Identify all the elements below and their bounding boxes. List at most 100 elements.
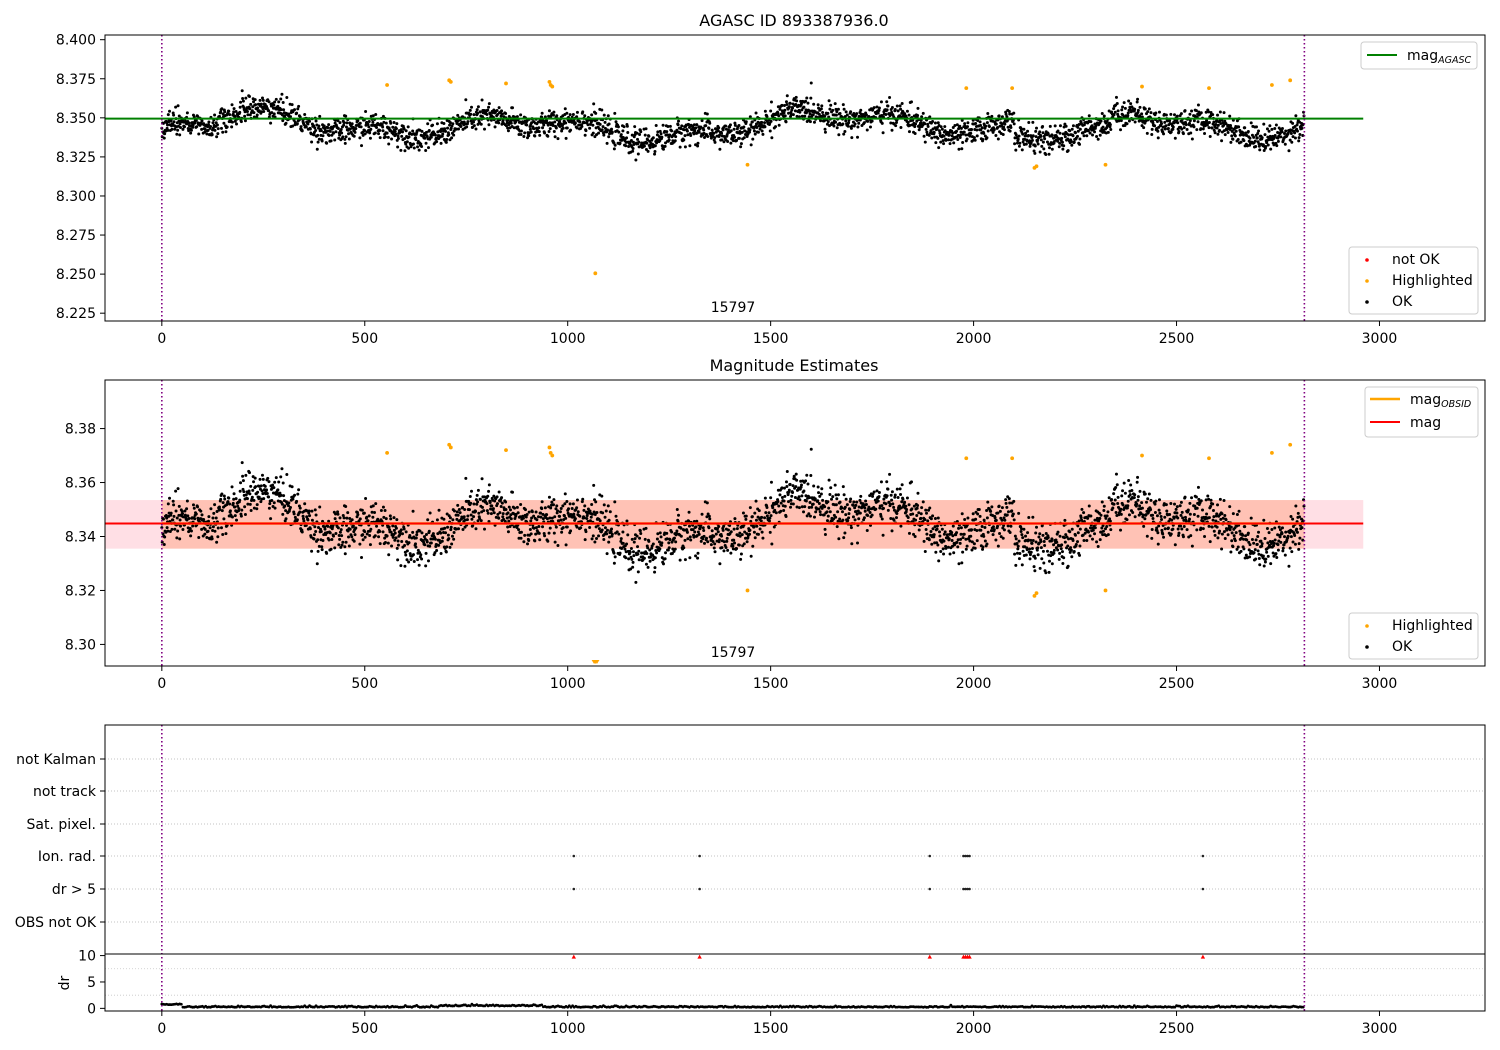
ok-point [784,515,788,519]
ok-point [738,531,742,535]
ok-point [168,496,172,500]
ok-point [561,504,565,508]
ok-point [437,543,441,547]
ok-point [740,533,744,537]
ok-point [573,517,577,521]
ok-point [1099,119,1103,123]
ok-point [281,481,285,485]
ok-point [612,141,616,145]
ok-point [841,122,845,126]
ok-point [559,518,563,522]
ok-point [823,130,827,134]
ok-point [498,511,502,515]
x-tick-label: 3000 [1362,331,1398,347]
ok-point [877,108,881,112]
ok-point [452,133,456,137]
ok-point [491,507,495,511]
ok-point [964,547,968,551]
ok-point [313,126,317,130]
ok-point [715,527,719,531]
ok-point [768,530,772,534]
ok-point [881,131,885,135]
ok-point [789,505,793,509]
ok-point [803,114,807,118]
ok-point [936,136,940,140]
ok-point [653,152,657,156]
ok-point [777,114,781,118]
ok-point [521,516,525,520]
ok-point [328,531,332,535]
ok-point [763,109,767,113]
ok-point [659,543,663,547]
ok-point [1249,121,1253,125]
ok-point [168,529,172,533]
ok-point [683,134,687,138]
ok-point [756,130,760,134]
ok-point [523,131,527,135]
ok-point [797,506,801,510]
ok-point [957,147,961,151]
ok-point [1014,148,1018,152]
ok-point [267,495,271,499]
ok-point [345,121,349,125]
ok-point [501,515,505,519]
ok-point [708,517,712,521]
ok-point [210,133,214,137]
ok-point [233,514,237,518]
ok-point [720,534,724,538]
ok-point [739,142,743,146]
ok-point [837,133,841,137]
ok-point [965,544,969,548]
ok-point [1236,138,1240,142]
ok-point [284,517,288,521]
ok-point [575,525,579,529]
ok-point [805,96,809,100]
ok-point [404,553,408,557]
ok-point [811,502,815,506]
ok-point [367,514,371,518]
ok-point [965,137,969,141]
ok-point [881,506,885,510]
ok-point [983,525,987,529]
ok-point [848,500,852,504]
ok-point [761,132,765,136]
ok-point [487,123,491,127]
ok-point [740,130,744,134]
ok-point [283,114,287,118]
ok-point [178,125,182,129]
ok-point [537,531,541,535]
ok-point [441,536,445,540]
ok-point [638,529,642,533]
ok-point [452,530,456,534]
ok-point [451,122,455,126]
ok-point [818,494,822,498]
ok-point [342,516,346,520]
ok-point [756,515,760,519]
ok-point [753,511,757,515]
ok-point [632,554,636,558]
ok-point [529,519,533,523]
ok-point [414,545,418,549]
ok-point [746,536,750,540]
ok-point [735,547,739,551]
ok-point [1006,125,1010,129]
ok-point [1230,129,1234,133]
ok-point [597,534,601,538]
ok-point [791,491,795,495]
ok-point [353,533,357,537]
ok-point [1033,151,1037,155]
ok-point [365,515,369,519]
ok-point [297,104,301,108]
ok-point [519,502,523,506]
ok-point [655,537,659,541]
ok-point [207,515,211,519]
ok-point [858,511,862,515]
ok-point [847,121,851,125]
ok-point [653,566,657,570]
highlighted-point [547,79,552,84]
ok-point [859,494,863,498]
ok-point [435,122,439,126]
ok-point [476,500,480,504]
ok-point [804,499,808,503]
ok-point [387,142,391,146]
